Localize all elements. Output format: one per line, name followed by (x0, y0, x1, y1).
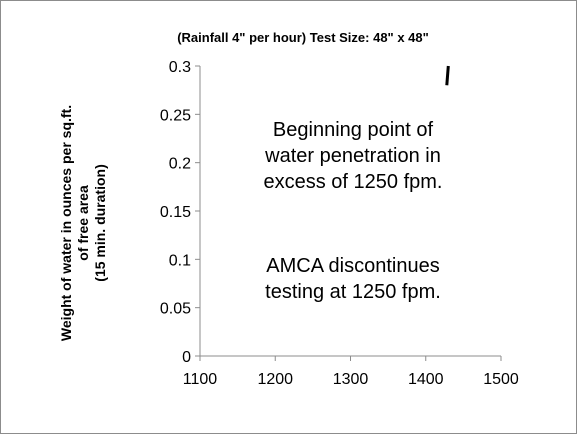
y-tick-label: 0.1 (169, 252, 191, 269)
annotation-line: excess of 1250 fpm. (264, 171, 443, 193)
y-axis-label: Weight of water in ounces per sq.ft. of … (58, 105, 108, 341)
y-axis-label-line-1: Weight of water in ounces per sq.ft. (58, 105, 74, 341)
chart-title: (Rainfall 4" per hour) Test Size: 48" x … (177, 30, 429, 45)
annotation-line: water penetration in (264, 145, 441, 167)
annotation-line: Beginning point of (273, 119, 434, 141)
x-tick-label: 1200 (257, 371, 293, 388)
y-tick-label: 0.05 (160, 301, 191, 318)
y-axis-label-line-3: (15 min. duration) (92, 164, 108, 281)
y-tick-label: 0.3 (169, 59, 191, 76)
series-line-0 (445, 65, 450, 86)
annotation-layer: Beginning point of water penetration in ex… (264, 119, 443, 303)
plot-area: 0 0.05 0.1 0.15 0.2 0.25 0.3 1100 1200 1300 1400 15… (160, 59, 519, 388)
y-tick-label: 0 (182, 349, 191, 366)
y-tick-label: 0.2 (169, 156, 191, 173)
x-tick-label: 1300 (333, 371, 369, 388)
annotation-line: AMCA discontinues (266, 255, 439, 277)
annotation-line: testing at 1250 fpm. (265, 281, 441, 303)
series-layer (445, 65, 450, 86)
x-tick-label: 1100 (183, 371, 218, 388)
x-tick-label: 1500 (483, 371, 519, 388)
y-tick-label: 0.25 (160, 107, 191, 124)
y-axis-label-line-2: of free area (75, 185, 91, 261)
y-tick-label: 0.15 (160, 204, 191, 221)
x-tick-label: 1400 (408, 371, 444, 388)
